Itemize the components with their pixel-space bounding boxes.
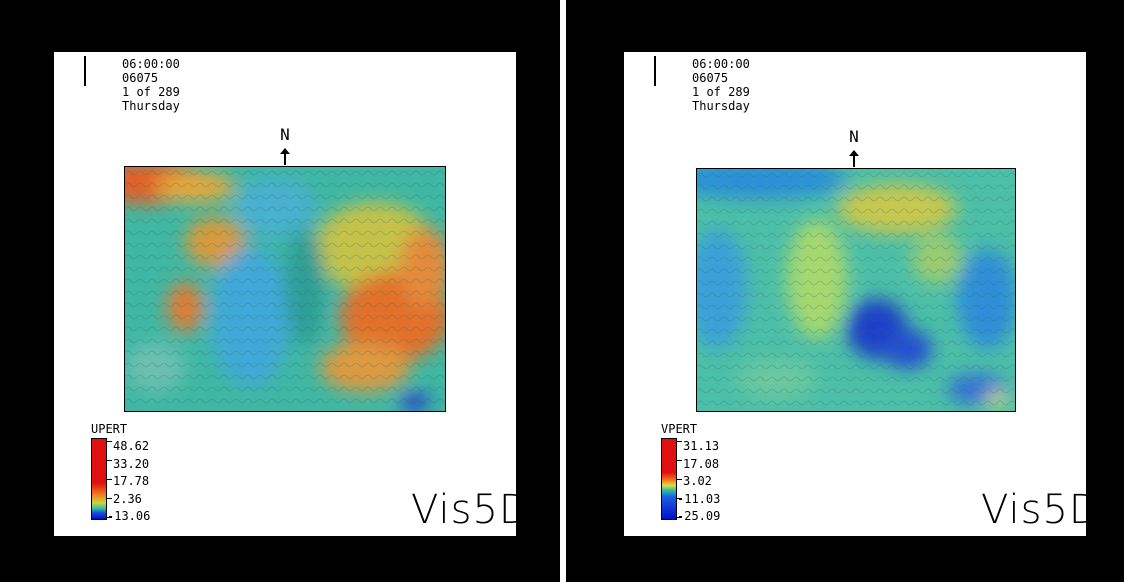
- right-north-arrow-head: [849, 150, 859, 156]
- right-map-plot[interactable]: [696, 168, 1016, 412]
- left-tick-3: [107, 498, 112, 499]
- right-date: 06075: [692, 71, 729, 85]
- left-tick-1: [107, 460, 112, 461]
- left-tick-4: [107, 517, 112, 518]
- left-colorbar: [91, 438, 107, 520]
- left-time: 06:00:00: [122, 57, 180, 71]
- left-vis5d-logo: Vis5D: [411, 487, 516, 533]
- right-vis5d-logo: Vis5D: [981, 487, 1086, 533]
- right-legend-title: VPERT: [661, 422, 698, 436]
- left-tick-2: [107, 479, 112, 480]
- left-legend-value-1: 33.20: [113, 457, 150, 471]
- left-map-svg: [125, 167, 445, 411]
- left-legend-value-2: 17.78: [113, 474, 150, 488]
- left-cursor-marker: [84, 56, 86, 86]
- left-legend-title: UPERT: [91, 422, 128, 436]
- right-map-svg: [697, 169, 1015, 411]
- right-legend-value-3: -11.03: [677, 492, 721, 506]
- right-tick-0: [677, 441, 682, 442]
- left-legend-value-4: -13.06: [107, 509, 151, 523]
- right-tick-1: [677, 460, 682, 461]
- left-step: 1 of 289: [122, 85, 180, 99]
- left-tick-0: [107, 441, 112, 442]
- right-viewport[interactable]: 06:00:00 06075 1 of 289 Thursday N: [624, 52, 1086, 536]
- left-north-arrow: [284, 153, 286, 165]
- right-legend-value-4: -25.09: [677, 509, 721, 523]
- right-north-label: N: [849, 127, 859, 146]
- right-tick-2: [677, 479, 682, 480]
- right-legend-value-0: 31.13: [683, 439, 720, 453]
- right-cursor-marker: [654, 56, 656, 86]
- left-day: Thursday: [122, 99, 180, 113]
- right-tick-3: [677, 498, 682, 499]
- left-legend-value-0: 48.62: [113, 439, 150, 453]
- left-north-label: N: [280, 125, 290, 144]
- panel-divider: [560, 0, 566, 582]
- right-legend-value-2: 3.02: [683, 474, 712, 488]
- right-colorbar: [661, 438, 677, 520]
- right-tick-4: [677, 517, 682, 518]
- right-day: Thursday: [692, 99, 750, 113]
- right-timestamp-block: 06:00:00 06075 1 of 289 Thursday: [692, 57, 750, 113]
- right-step: 1 of 289: [692, 85, 750, 99]
- left-timestamp-block: 06:00:00 06075 1 of 289 Thursday: [122, 57, 180, 113]
- left-north-arrow-head: [280, 148, 290, 154]
- left-map-plot[interactable]: [124, 166, 446, 412]
- left-date: 06075: [122, 71, 159, 85]
- right-legend-value-1: 17.08: [683, 457, 720, 471]
- left-legend-value-3: 2.36: [113, 492, 142, 506]
- left-viewport[interactable]: 06:00:00 06075 1 of 289 Thursday N: [54, 52, 516, 536]
- right-north-arrow: [853, 155, 855, 167]
- right-time: 06:00:00: [692, 57, 750, 71]
